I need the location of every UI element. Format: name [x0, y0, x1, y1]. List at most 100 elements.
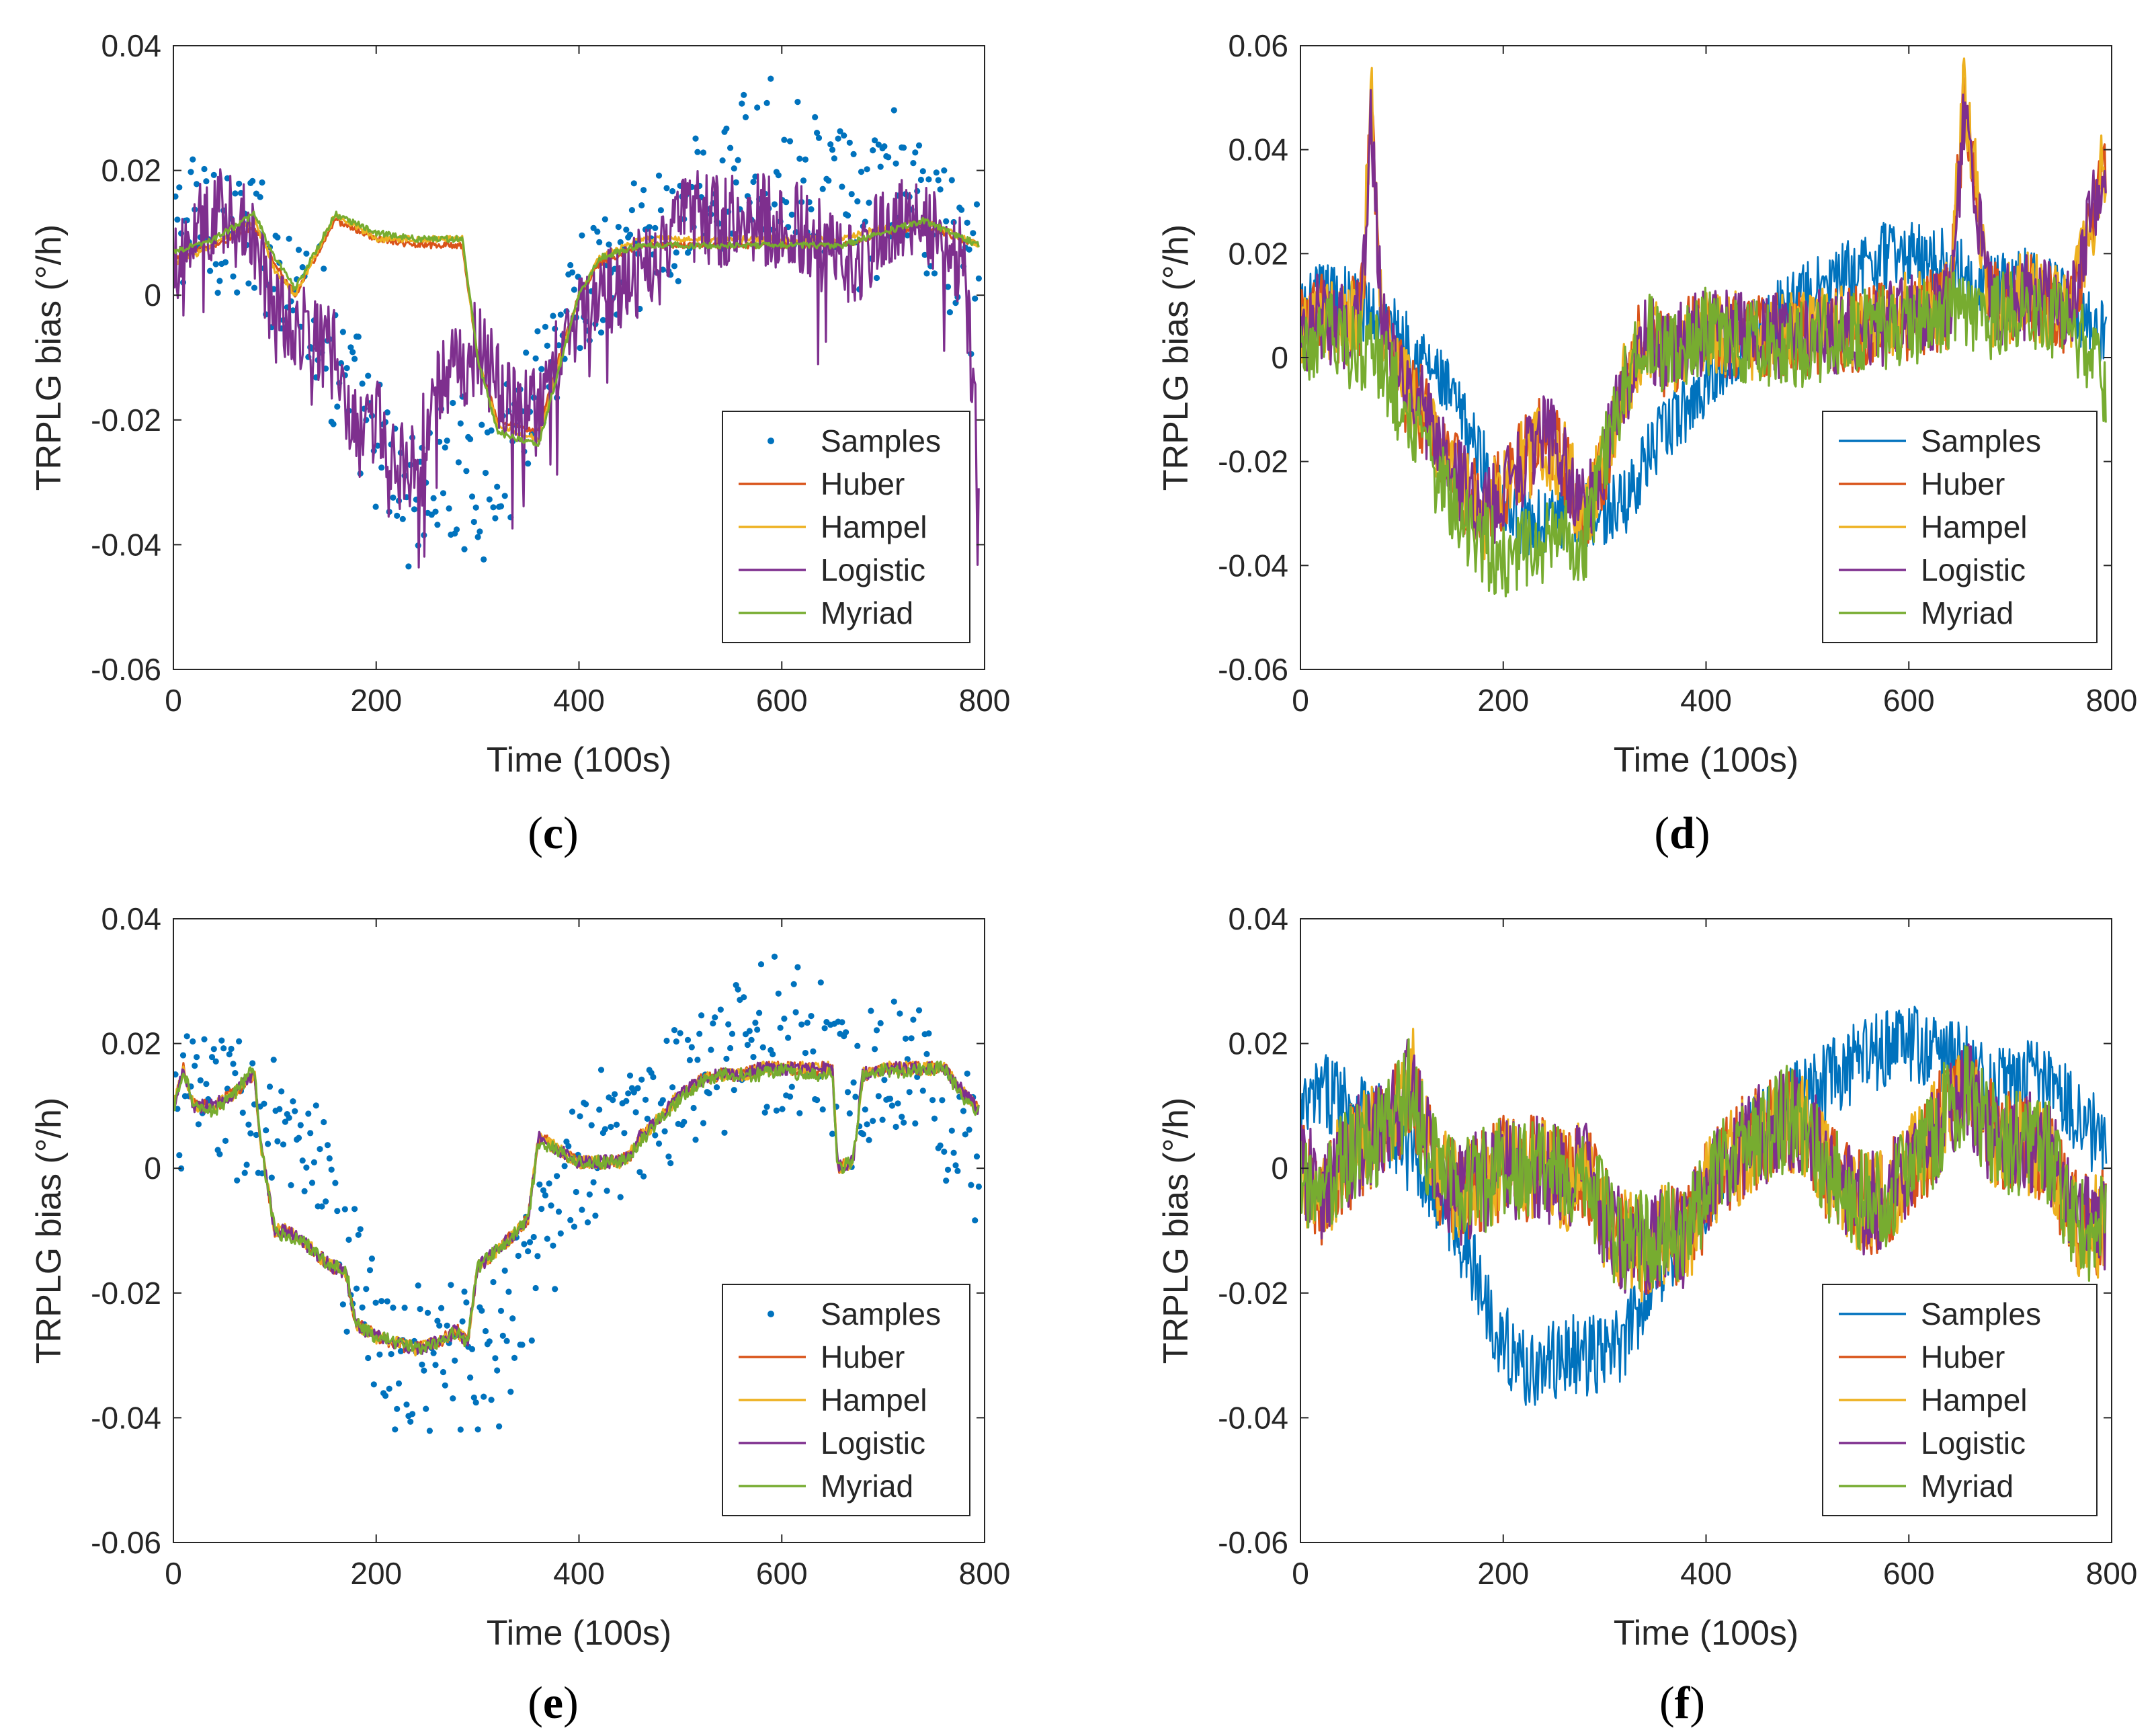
y-axis-label: TRPLG bias (°/h) [1157, 1098, 1196, 1364]
sample-point [706, 1090, 712, 1097]
sample-point [960, 1108, 967, 1114]
sample-point [307, 1130, 314, 1137]
sample-point [353, 1285, 360, 1292]
sample-point [503, 1338, 510, 1344]
sample-point [363, 1286, 370, 1292]
plot-series-group [173, 953, 982, 1434]
sample-point [694, 1057, 701, 1063]
sample-point [357, 1226, 364, 1233]
sample-point [405, 563, 412, 570]
sample-point [708, 1046, 714, 1053]
sample-point [973, 201, 981, 208]
sample-point [972, 295, 979, 302]
sample-point [870, 147, 876, 154]
sample-point [890, 998, 897, 1005]
sample-point [843, 1029, 849, 1036]
sample-point [910, 160, 917, 167]
sample-point [390, 494, 397, 501]
sample-point [224, 1085, 231, 1092]
y-tick-label: -0.02 [1218, 444, 1288, 479]
sample-point [879, 1116, 886, 1123]
sample-point [210, 171, 217, 178]
sample-point [596, 1106, 603, 1113]
sample-point [397, 1348, 405, 1354]
sample-point [359, 1304, 366, 1311]
sample-point [561, 1163, 568, 1169]
sample-point [365, 1354, 372, 1362]
sample-point [915, 142, 923, 149]
sample-point [739, 100, 745, 107]
sample-point [492, 1355, 499, 1362]
sample-point [401, 1305, 408, 1311]
x-tick-label: 400 [1680, 1556, 1732, 1591]
sample-point [501, 493, 508, 499]
sample-point [532, 1284, 539, 1292]
y-axis-label: TRPLG bias (°/h) [1157, 224, 1196, 491]
sample-point [844, 1089, 852, 1096]
sample-point [710, 1020, 716, 1027]
sample-point [176, 1152, 183, 1159]
x-tick-label: 800 [959, 1556, 1011, 1591]
sample-point [933, 169, 940, 176]
sample-point [552, 1286, 558, 1292]
sample-point [700, 149, 707, 156]
y-tick-label: -0.06 [91, 1525, 161, 1560]
sample-point [194, 1054, 200, 1061]
sample-point [788, 211, 795, 218]
sample-point [482, 470, 489, 477]
sample-point [457, 1426, 464, 1433]
sample-point [571, 286, 578, 293]
sample-point [597, 1067, 605, 1073]
sample-point [241, 1169, 248, 1176]
sample-point [948, 1127, 955, 1134]
sample-point [808, 206, 815, 212]
sample-point [941, 1148, 948, 1155]
plot-series-group [1300, 1005, 2108, 1406]
sample-point [890, 107, 897, 114]
sample-point [686, 1057, 693, 1063]
sample-point [341, 1206, 348, 1212]
sample-point [251, 284, 258, 291]
sample-point [224, 175, 231, 181]
sample-point [326, 1155, 333, 1162]
sample-point [912, 1120, 919, 1127]
sample-point [230, 1061, 237, 1067]
sample-point [825, 177, 832, 184]
sample-point [577, 345, 583, 352]
sample-point [321, 1118, 327, 1126]
sample-point [866, 200, 872, 206]
plot-series-group [1300, 57, 2108, 598]
sample-point [403, 1401, 410, 1408]
x-axis-label: Time (100s) [1614, 1614, 1798, 1653]
sample-point [964, 219, 970, 226]
sample-point [486, 1338, 493, 1345]
sample-point [286, 235, 292, 242]
sample-point [179, 1052, 187, 1059]
chart-panel-e: 0 200 400 600 800 -0.06 -0.04 -0.02 0 0.02 0.04 Tim… [30, 901, 1010, 1728]
sample-point [625, 1090, 632, 1097]
sample-point [220, 1045, 227, 1052]
sample-point [496, 1423, 503, 1430]
sample-point [190, 156, 196, 163]
x-tick-label: 400 [553, 1556, 605, 1591]
sample-point [573, 1188, 579, 1196]
sample-point [365, 372, 372, 379]
sample-point [935, 177, 942, 183]
sample-point [446, 505, 452, 512]
sample-point [417, 1306, 423, 1313]
sample-point [594, 229, 601, 235]
legend-entry-logistic: Logistic [821, 1426, 925, 1460]
y-tick-label: -0.04 [91, 1400, 161, 1435]
sample-point [717, 1006, 724, 1013]
x-tick-label: 0 [165, 683, 182, 718]
sample-point [937, 1142, 944, 1149]
sample-point [741, 994, 747, 1001]
sample-point [461, 1288, 468, 1295]
sample-point [274, 1138, 281, 1145]
legend: Samples Huber Hampel Logistic Myriad [1822, 411, 2098, 643]
legend-entry-samples: Samples [821, 1297, 941, 1331]
sample-point [567, 261, 574, 269]
sample-point [355, 333, 362, 340]
x-tick-label: 800 [959, 683, 1011, 718]
legend-entry-huber: Huber [821, 1340, 905, 1374]
